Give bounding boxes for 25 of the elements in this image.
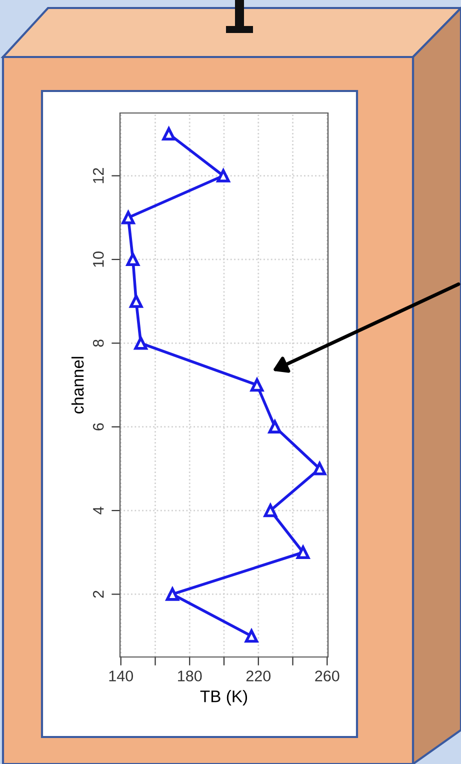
point [162,127,176,141]
point [122,211,135,224]
x-tick-label: 180 [178,670,202,682]
y-axis-title: channel [71,356,84,414]
y-tick-label: 10 [92,252,104,267]
x-tick-label: 260 [315,670,340,682]
point [296,546,310,559]
x-tick-label: 220 [246,670,271,682]
point [126,252,140,266]
y-tick-label: 6 [92,423,104,430]
x-tick-label: 140 [109,670,134,682]
point [216,169,230,182]
point [134,336,148,350]
point [130,294,143,308]
y-tick-label: 4 [93,506,104,514]
point [312,462,326,476]
point [268,420,282,434]
x-axis-title: TB (K) [200,690,248,706]
point [166,588,180,601]
point [244,629,258,643]
y-tick-label: 12 [92,168,104,184]
point [250,378,264,392]
point [264,504,278,518]
y-tick-label: 8 [92,340,104,347]
y-tick-label: 2 [92,590,104,598]
